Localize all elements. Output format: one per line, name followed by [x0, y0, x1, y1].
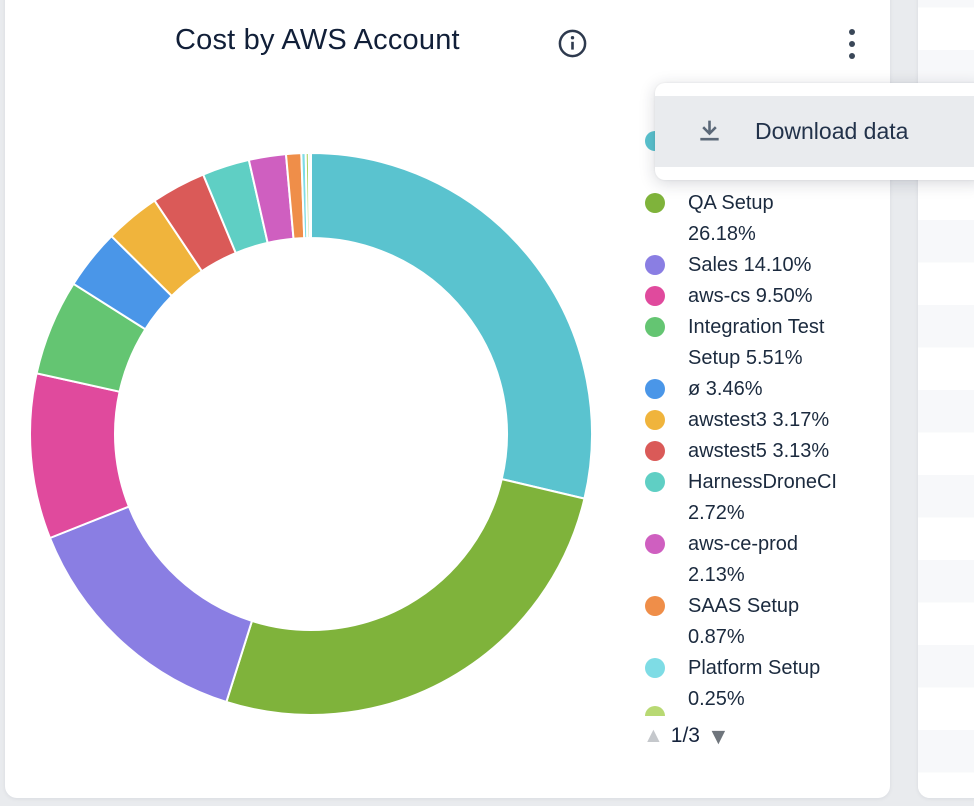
- legend-dot: [645, 286, 665, 306]
- donut-segment-aws-cs[interactable]: [29, 372, 131, 540]
- legend-dot: [645, 193, 665, 213]
- legend-item[interactable]: HarnessDroneCI 2.72%: [645, 467, 885, 529]
- legend-label: awstest5 3.13%: [688, 440, 830, 462]
- legend-dot: [645, 472, 665, 492]
- legend-label: awstest3 3.17%: [688, 409, 830, 431]
- page-up-icon[interactable]: ▲: [643, 724, 664, 747]
- kebab-dot: [849, 41, 855, 47]
- legend-item[interactable]: Integration Test Setup 5.51%: [645, 312, 885, 374]
- legend-item[interactable]: SAAS Setup 0.87%: [645, 591, 885, 653]
- donut-segment-0[interactable]: [310, 151, 593, 500]
- legend-item[interactable]: Platform Setup 0.25%: [645, 653, 885, 715]
- legend-dot: [645, 410, 665, 430]
- legend-pagination: ▲ 1/3 ▼: [643, 722, 730, 750]
- legend-dot: [645, 255, 665, 275]
- legend-label: aws-ce-prod 2.13%: [688, 533, 799, 586]
- legend-dot: [645, 317, 665, 337]
- donut-segment-sales[interactable]: [48, 505, 254, 704]
- legend-partial-dot: [645, 706, 665, 716]
- menu-item-label: Download data: [755, 118, 909, 144]
- legend-label: Integration Test Setup 5.51%: [688, 316, 825, 369]
- legend-item[interactable]: QA Setup 26.18%: [645, 188, 885, 250]
- legend-label: SAAS Setup 0.87%: [688, 595, 800, 648]
- page-title: Cost by AWS Account: [175, 24, 460, 56]
- legend-item[interactable]: aws-cs 9.50%: [645, 281, 885, 312]
- legend-dot: [645, 596, 665, 616]
- legend-label: ø 3.46%: [688, 378, 763, 400]
- donut-segment-13[interactable]: [307, 151, 312, 240]
- info-icon[interactable]: [557, 28, 588, 59]
- download-icon: [700, 120, 719, 141]
- legend-label: aws-cs 9.50%: [688, 285, 813, 307]
- legend-dot: [645, 534, 665, 554]
- legend-dot: [645, 379, 665, 399]
- legend-item[interactable]: awstest5 3.13%: [645, 436, 885, 467]
- options-menu: Download data: [655, 83, 974, 180]
- legend-item[interactable]: Sales 14.10%: [645, 250, 885, 281]
- download-data-menu-item[interactable]: Download data: [655, 96, 974, 167]
- legend-label: HarnessDroneCI 2.72%: [688, 471, 837, 524]
- chart-legend: QA Setup 26.18% Sales 14.10% aws-cs 9.50% In…: [645, 126, 885, 715]
- donut-segment-qa-setup[interactable]: [225, 477, 586, 716]
- legend-page-indicator: 1/3: [670, 724, 700, 747]
- legend-dot: [645, 441, 665, 461]
- legend-item[interactable]: aws-ce-prod 2.13%: [645, 529, 885, 591]
- legend-item[interactable]: awstest3 3.17%: [645, 405, 885, 436]
- legend-label: QA Setup 26.18%: [688, 192, 774, 245]
- more-options-button[interactable]: [838, 22, 866, 66]
- legend-item[interactable]: ø 3.46%: [645, 374, 885, 405]
- kebab-dot: [849, 29, 855, 35]
- legend-label: Sales 14.10%: [688, 254, 812, 276]
- legend-dot: [645, 658, 665, 678]
- kebab-dot: [849, 53, 855, 59]
- legend-label: Platform Setup 0.25%: [688, 657, 821, 710]
- page-down-icon[interactable]: ▼: [707, 723, 730, 749]
